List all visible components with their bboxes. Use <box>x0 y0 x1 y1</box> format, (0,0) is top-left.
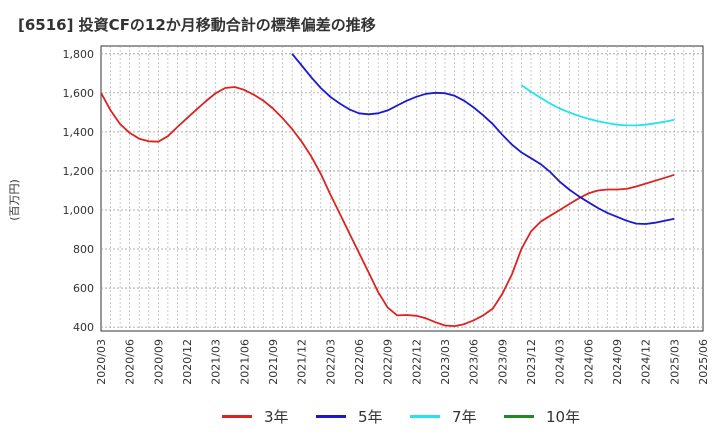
legend-swatch-3y <box>222 414 252 418</box>
x-tick-label: 2020/12 <box>181 339 194 385</box>
x-tick-label: 2022/06 <box>353 339 366 385</box>
x-tick-label: 2020/06 <box>124 339 137 385</box>
x-tick-label: 2024/03 <box>554 339 567 385</box>
grid-layer <box>100 45 704 332</box>
legend: 3年 5年 7年 10年 <box>0 404 720 428</box>
x-tick-label: 2021/03 <box>210 339 223 385</box>
y-tick-label: 1,200 <box>63 165 95 178</box>
y-tick-label: 1,800 <box>63 48 95 61</box>
x-tick-label: 2021/12 <box>296 339 309 385</box>
legend-label-5y: 5年 <box>358 407 383 426</box>
x-tick-label: 2023/09 <box>496 339 509 385</box>
series-line-7y <box>520 84 675 127</box>
x-tick-label: 2023/12 <box>525 339 538 385</box>
x-tick-label: 2023/03 <box>439 339 452 385</box>
legend-swatch-10y <box>504 414 534 418</box>
y-tick-label: 1,400 <box>63 126 95 139</box>
x-tick-label: 2025/06 <box>697 339 710 385</box>
axis-layer: 400 600 800 1,000 1,200 1,400 1,600 1,800 2020/0… <box>63 48 711 385</box>
plot-frame <box>100 45 704 332</box>
legend-swatch-7y <box>410 414 440 418</box>
x-tick-label: 2021/09 <box>267 339 280 385</box>
x-tick-label: 2024/12 <box>640 339 653 385</box>
series-line-5y <box>291 53 675 225</box>
legend-label-10y: 10年 <box>546 407 581 426</box>
x-tick-label: 2020/03 <box>95 339 108 385</box>
x-tick-label: 2024/09 <box>611 339 624 385</box>
x-tick-label: 2024/06 <box>582 339 595 385</box>
series-layer <box>100 53 675 328</box>
legend-item-7y: 7年 <box>410 404 477 428</box>
y-tick-label: 400 <box>73 321 94 334</box>
x-tick-label: 2022/12 <box>410 339 423 385</box>
y-tick-label: 1,600 <box>63 87 95 100</box>
series-line-3y <box>100 86 675 328</box>
x-tick-label: 2025/03 <box>668 339 681 385</box>
legend-item-3y: 3年 <box>222 404 289 428</box>
legend-item-5y: 5年 <box>316 404 383 428</box>
x-tick-label: 2021/06 <box>238 339 251 385</box>
x-tick-label: 2022/03 <box>324 339 337 385</box>
y-tick-label: 1,000 <box>63 204 95 217</box>
x-tick-label: 2023/06 <box>468 339 481 385</box>
legend-label-3y: 3年 <box>264 407 289 426</box>
legend-item-10y: 10年 <box>504 404 580 428</box>
x-tick-label: 2020/09 <box>152 339 165 385</box>
y-tick-label: 800 <box>73 243 94 256</box>
legend-swatch-5y <box>316 414 346 418</box>
legend-label-7y: 7年 <box>452 407 477 426</box>
x-tick-label: 2022/09 <box>382 339 395 385</box>
y-tick-label: 600 <box>73 282 94 295</box>
y-axis-label: (百万円) <box>8 179 21 221</box>
chart-title: [6516] 投資CFの12か月移動合計の標準偏差の推移 <box>18 16 376 34</box>
